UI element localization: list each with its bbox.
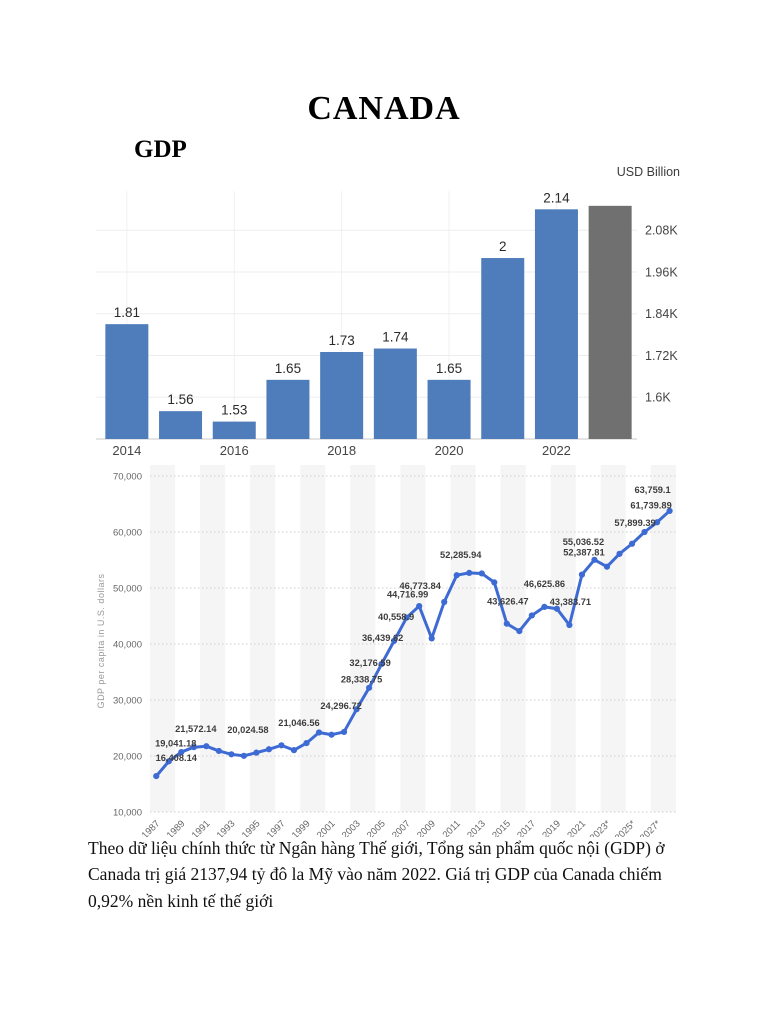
- svg-text:60,000: 60,000: [113, 528, 142, 539]
- svg-text:70,000: 70,000: [113, 472, 142, 483]
- svg-text:1.6K: 1.6K: [645, 391, 671, 405]
- svg-text:16,408.14: 16,408.14: [156, 753, 198, 763]
- svg-text:1.74: 1.74: [382, 330, 409, 345]
- svg-text:1.84K: 1.84K: [645, 307, 678, 321]
- svg-text:20,024.58: 20,024.58: [227, 725, 268, 735]
- svg-text:1.96K: 1.96K: [645, 265, 678, 279]
- svg-text:24,296.72: 24,296.72: [320, 701, 361, 711]
- svg-text:46,773.84: 46,773.84: [400, 581, 442, 591]
- svg-text:44,716.99: 44,716.99: [387, 590, 428, 600]
- svg-text:52,387.81: 52,387.81: [563, 548, 604, 558]
- svg-text:1.65: 1.65: [436, 361, 462, 376]
- svg-text:2: 2: [499, 239, 507, 254]
- svg-text:21,572.14: 21,572.14: [175, 724, 217, 734]
- svg-text:52,285.94: 52,285.94: [440, 550, 482, 560]
- svg-text:32,176.59: 32,176.59: [349, 658, 390, 668]
- svg-text:2022: 2022: [542, 443, 571, 458]
- svg-text:57,899.39: 57,899.39: [614, 518, 655, 528]
- svg-text:1.72K: 1.72K: [645, 349, 678, 363]
- page-title: CANADA: [307, 90, 461, 127]
- svg-text:1.73: 1.73: [329, 333, 355, 348]
- svg-text:63,759.1: 63,759.1: [634, 485, 670, 495]
- svg-text:10,000: 10,000: [113, 808, 142, 819]
- svg-text:2.08K: 2.08K: [645, 224, 678, 238]
- svg-text:2016: 2016: [220, 443, 249, 458]
- gdp-per-capita-line-chart: 10,000 20,000 30,000 40,000 50,000 60,000 70,0…: [96, 465, 676, 837]
- svg-text:43,626.47: 43,626.47: [487, 597, 528, 607]
- svg-text:1.65: 1.65: [275, 361, 301, 376]
- gdp-bar-chart: 1.6K 1.72K 1.84K 1.96K 2.08K 1.81 1.56 1.53 1.65…: [96, 190, 678, 458]
- svg-text:2014: 2014: [112, 443, 141, 458]
- svg-text:2018: 2018: [327, 443, 356, 458]
- svg-text:1.81: 1.81: [114, 305, 140, 320]
- svg-text:40,558.9: 40,558.9: [378, 612, 414, 622]
- svg-text:19,041.18: 19,041.18: [155, 738, 196, 748]
- svg-text:GDP per capita in U.S. dollars: GDP per capita in U.S. dollars: [96, 574, 106, 709]
- svg-text:1.53: 1.53: [221, 403, 247, 418]
- svg-text:30,000: 30,000: [113, 696, 142, 707]
- svg-text:21,046.56: 21,046.56: [278, 718, 319, 728]
- svg-text:40,000: 40,000: [113, 640, 142, 651]
- svg-text:46,625.86: 46,625.86: [524, 579, 565, 589]
- svg-text:55,036.52: 55,036.52: [563, 537, 604, 547]
- svg-text:2.14: 2.14: [543, 190, 570, 205]
- body-paragraph: Theo dữ liệu chính thức từ Ngân hàng Thế…: [88, 838, 665, 911]
- bar-chart-unit-label: USD Billion: [616, 165, 680, 179]
- gdp-section-heading: GDP: [134, 136, 187, 163]
- svg-text:2020: 2020: [435, 443, 464, 458]
- svg-text:43,383.71: 43,383.71: [550, 597, 591, 607]
- svg-text:36,439.62: 36,439.62: [362, 633, 403, 643]
- svg-text:20,000: 20,000: [113, 752, 142, 763]
- svg-text:28,338.75: 28,338.75: [341, 674, 382, 684]
- svg-text:1.56: 1.56: [167, 392, 193, 407]
- svg-text:50,000: 50,000: [113, 584, 142, 595]
- svg-text:61,739.89: 61,739.89: [630, 500, 671, 510]
